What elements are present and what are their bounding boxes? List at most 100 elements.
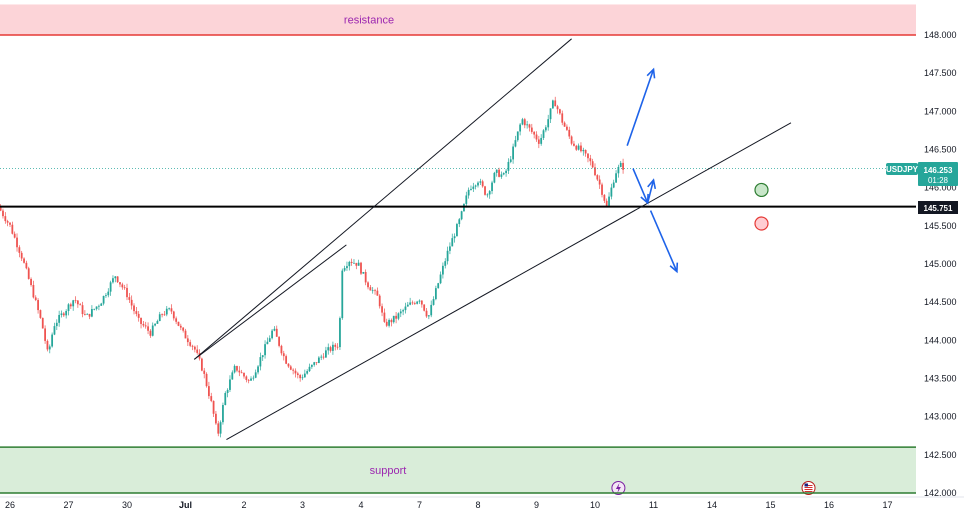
candle-body [76, 300, 79, 305]
candle-body [165, 308, 168, 315]
candle-body [151, 325, 154, 336]
forecast-arrow-3[interactable] [646, 179, 655, 204]
candle-body [413, 303, 416, 304]
candle-body [243, 372, 245, 377]
candle-body [310, 364, 313, 367]
stop-marker[interactable] [754, 216, 769, 231]
candle-body [425, 310, 428, 317]
candle-body [130, 299, 133, 306]
candle-body [301, 377, 304, 379]
horizontal-level-badge-bg [918, 201, 958, 214]
candle-body [444, 261, 447, 266]
candle-body [133, 305, 135, 312]
candle-body [289, 366, 292, 370]
candle-body [179, 325, 182, 328]
candle-body [278, 336, 280, 346]
candle-body [374, 290, 376, 292]
candle-body [591, 161, 594, 168]
candle-body [236, 365, 238, 371]
candle-body [507, 161, 510, 171]
candle-body [472, 186, 475, 189]
time-tick-label: 10 [590, 500, 600, 510]
candle-body [196, 349, 199, 353]
channel-upper-line[interactable] [193, 38, 572, 360]
candle-body [212, 400, 215, 414]
candle-body [254, 372, 257, 378]
candle-body [93, 308, 96, 310]
candle-body [149, 330, 152, 336]
candle-body [69, 304, 72, 307]
candle-body [215, 413, 217, 424]
price-tick-label: 142.500 [924, 450, 957, 460]
time-axis-panel[interactable] [0, 497, 916, 519]
price-tick-label: 146.000 [924, 183, 957, 193]
last-price-text: 146.253 [924, 166, 953, 175]
candle-body [296, 373, 299, 376]
candle-body [584, 149, 587, 154]
candle-body [406, 304, 409, 307]
candle-body [147, 326, 149, 331]
candle-body [582, 149, 585, 152]
candle-body [577, 145, 580, 150]
forecast-arrowhead-3 [647, 178, 657, 190]
us-flag-event-icon[interactable] [801, 481, 816, 495]
candle-body [32, 285, 35, 298]
candle-body [467, 189, 470, 196]
time-tick-label: 8 [475, 500, 480, 510]
candle-body [437, 283, 440, 289]
price-tick-label: 142.000 [924, 488, 957, 498]
price-axis-panel[interactable] [916, 0, 964, 497]
forecast-arrow-1[interactable] [626, 69, 655, 146]
candle-body [168, 308, 171, 310]
candle-body [420, 300, 423, 305]
candle-body [86, 313, 89, 315]
target-marker[interactable] [754, 182, 769, 198]
time-tick-label: 2 [241, 500, 246, 510]
candle-body [121, 284, 124, 288]
candle-body [261, 355, 264, 358]
candle-body [39, 310, 42, 318]
candle-body [247, 379, 250, 381]
candle-body [226, 389, 229, 393]
candle-body [610, 187, 613, 197]
candle-body [34, 297, 37, 301]
lightning-event-icon[interactable] [611, 481, 626, 495]
candle-body [259, 357, 262, 367]
candle-body [404, 306, 407, 311]
candle-body [416, 301, 419, 304]
candle-body [119, 282, 121, 285]
candle-body [544, 127, 547, 131]
candle-body [44, 328, 46, 341]
candle-body [388, 319, 390, 326]
candle-body [140, 317, 142, 324]
candle-body [378, 295, 381, 307]
horizontal-level-badge: 145.751 [918, 201, 958, 214]
candle-body [343, 268, 346, 271]
candle-body [488, 191, 491, 195]
candle-body [336, 346, 339, 348]
candle-body [292, 369, 295, 371]
candle-body [526, 124, 529, 126]
candle-body [353, 262, 355, 264]
candle-body [348, 261, 351, 267]
forecast-arrow-2[interactable] [632, 168, 649, 204]
candle-body [364, 272, 367, 283]
candle-body [62, 313, 65, 316]
candle-body [561, 113, 564, 123]
candle-body [528, 124, 531, 128]
support-label: support [370, 465, 407, 477]
candle-body [563, 122, 566, 127]
symbol-badge-text: USDJPY [886, 165, 919, 174]
candle-body [126, 287, 128, 298]
channel-group [193, 38, 792, 440]
last-price-badge-bg [918, 162, 958, 186]
forecast-arrow-4[interactable] [649, 210, 678, 272]
candle-body [474, 185, 477, 187]
channel-connector-line[interactable] [193, 244, 347, 360]
candle-body [470, 188, 472, 190]
channel-lower-line[interactable] [226, 122, 792, 440]
horizontal-level-text: 145.751 [924, 204, 953, 213]
candle-body [282, 353, 285, 357]
candle-body [154, 323, 156, 326]
